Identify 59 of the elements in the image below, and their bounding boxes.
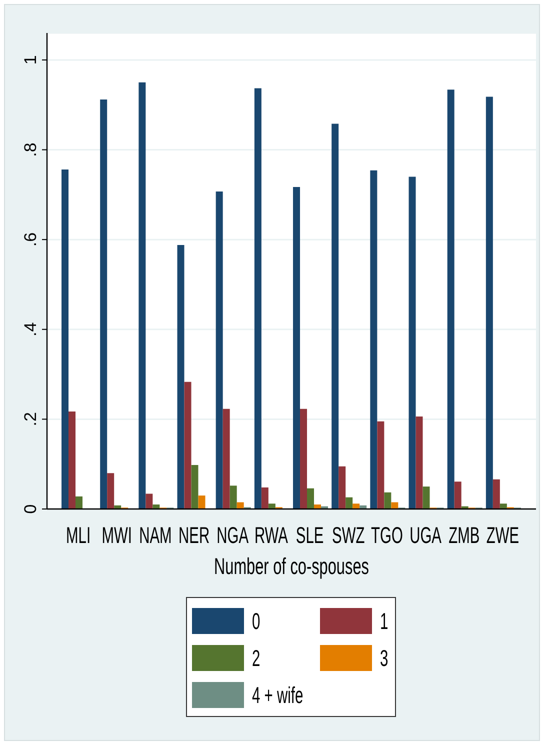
bar [370, 170, 378, 509]
bar [384, 492, 392, 509]
y-tick-label: 1 [21, 55, 40, 65]
y-tick-label: .4 [21, 322, 40, 336]
legend-label: 1 [380, 607, 388, 636]
bar [293, 187, 300, 509]
bar [352, 504, 360, 509]
bar [307, 488, 314, 509]
x-tick-label: NER [178, 524, 210, 549]
bar [447, 90, 454, 509]
x-tick-label: NGA [216, 524, 249, 549]
x-axis-title: Number of co-spouses [214, 554, 370, 580]
y-tick-label: .2 [21, 412, 40, 426]
bar [268, 504, 276, 509]
y-tick-label: 0 [21, 504, 40, 514]
bar [222, 408, 230, 509]
y-tick-label: .8 [21, 142, 40, 157]
bar [346, 497, 353, 509]
legend-label: 2 [252, 644, 260, 673]
bar [107, 473, 114, 509]
bar [68, 412, 76, 509]
bar [198, 496, 206, 509]
bar [338, 466, 346, 509]
bar [408, 176, 416, 509]
bar [216, 192, 223, 509]
legend-label: 0 [252, 607, 260, 636]
x-tick-label: ZWE [486, 524, 520, 549]
bar [416, 416, 423, 509]
bar [492, 479, 500, 509]
x-tick-label: ZMB [448, 524, 480, 549]
x-tick-label: MLI [66, 524, 91, 549]
bar [184, 382, 192, 509]
x-tick-label: SWZ [332, 524, 365, 549]
bar [486, 96, 493, 509]
bar [332, 124, 339, 509]
legend-label: 3 [380, 644, 388, 673]
x-tick-label: TGO [371, 524, 403, 549]
bar [76, 496, 83, 509]
bar [422, 486, 430, 509]
legend-label: 4 + wife [252, 681, 304, 710]
bar [100, 99, 108, 509]
x-tick-label: RWA [254, 524, 288, 549]
y-tick-label: .6 [21, 232, 40, 247]
bar [62, 170, 69, 509]
bar [300, 408, 308, 509]
bar [191, 464, 198, 509]
bar [230, 486, 237, 509]
bar [377, 421, 384, 509]
bar [177, 244, 184, 509]
x-tick-label: MWI [102, 524, 132, 549]
bar [454, 482, 462, 509]
x-tick-label: SLE [296, 524, 324, 549]
bar [138, 82, 146, 509]
bar [261, 487, 268, 509]
bar [254, 88, 262, 509]
bar [500, 504, 507, 509]
x-tick-label: NAM [139, 524, 172, 549]
x-tick-label: UGA [410, 524, 442, 549]
bar [146, 494, 153, 509]
